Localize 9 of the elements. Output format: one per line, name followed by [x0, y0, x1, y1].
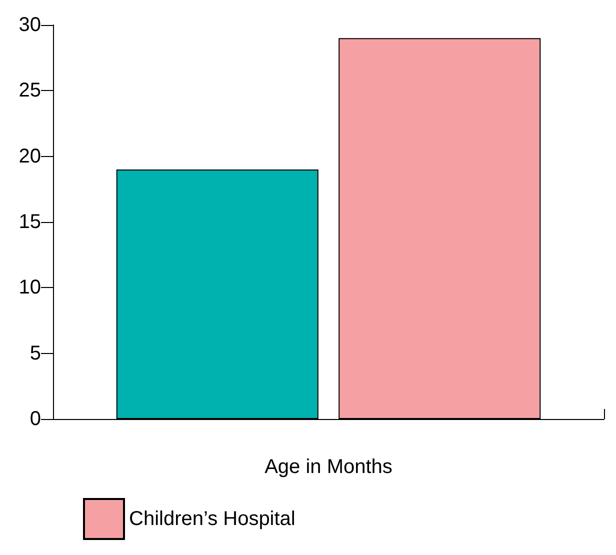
y-tick-label: 10 [18, 276, 41, 299]
y-tick-label: 0 [30, 408, 41, 430]
x-axis-title: Age in Months [264, 456, 392, 478]
y-tick-label: 30 [18, 14, 41, 36]
y-tick-label: 15 [18, 211, 41, 233]
y-tick-label: 5 [30, 342, 41, 364]
y-tick-label: 25 [18, 80, 41, 102]
legend-label: Children’s Hospital [129, 508, 296, 530]
y-tick-label: 20 [18, 145, 41, 168]
